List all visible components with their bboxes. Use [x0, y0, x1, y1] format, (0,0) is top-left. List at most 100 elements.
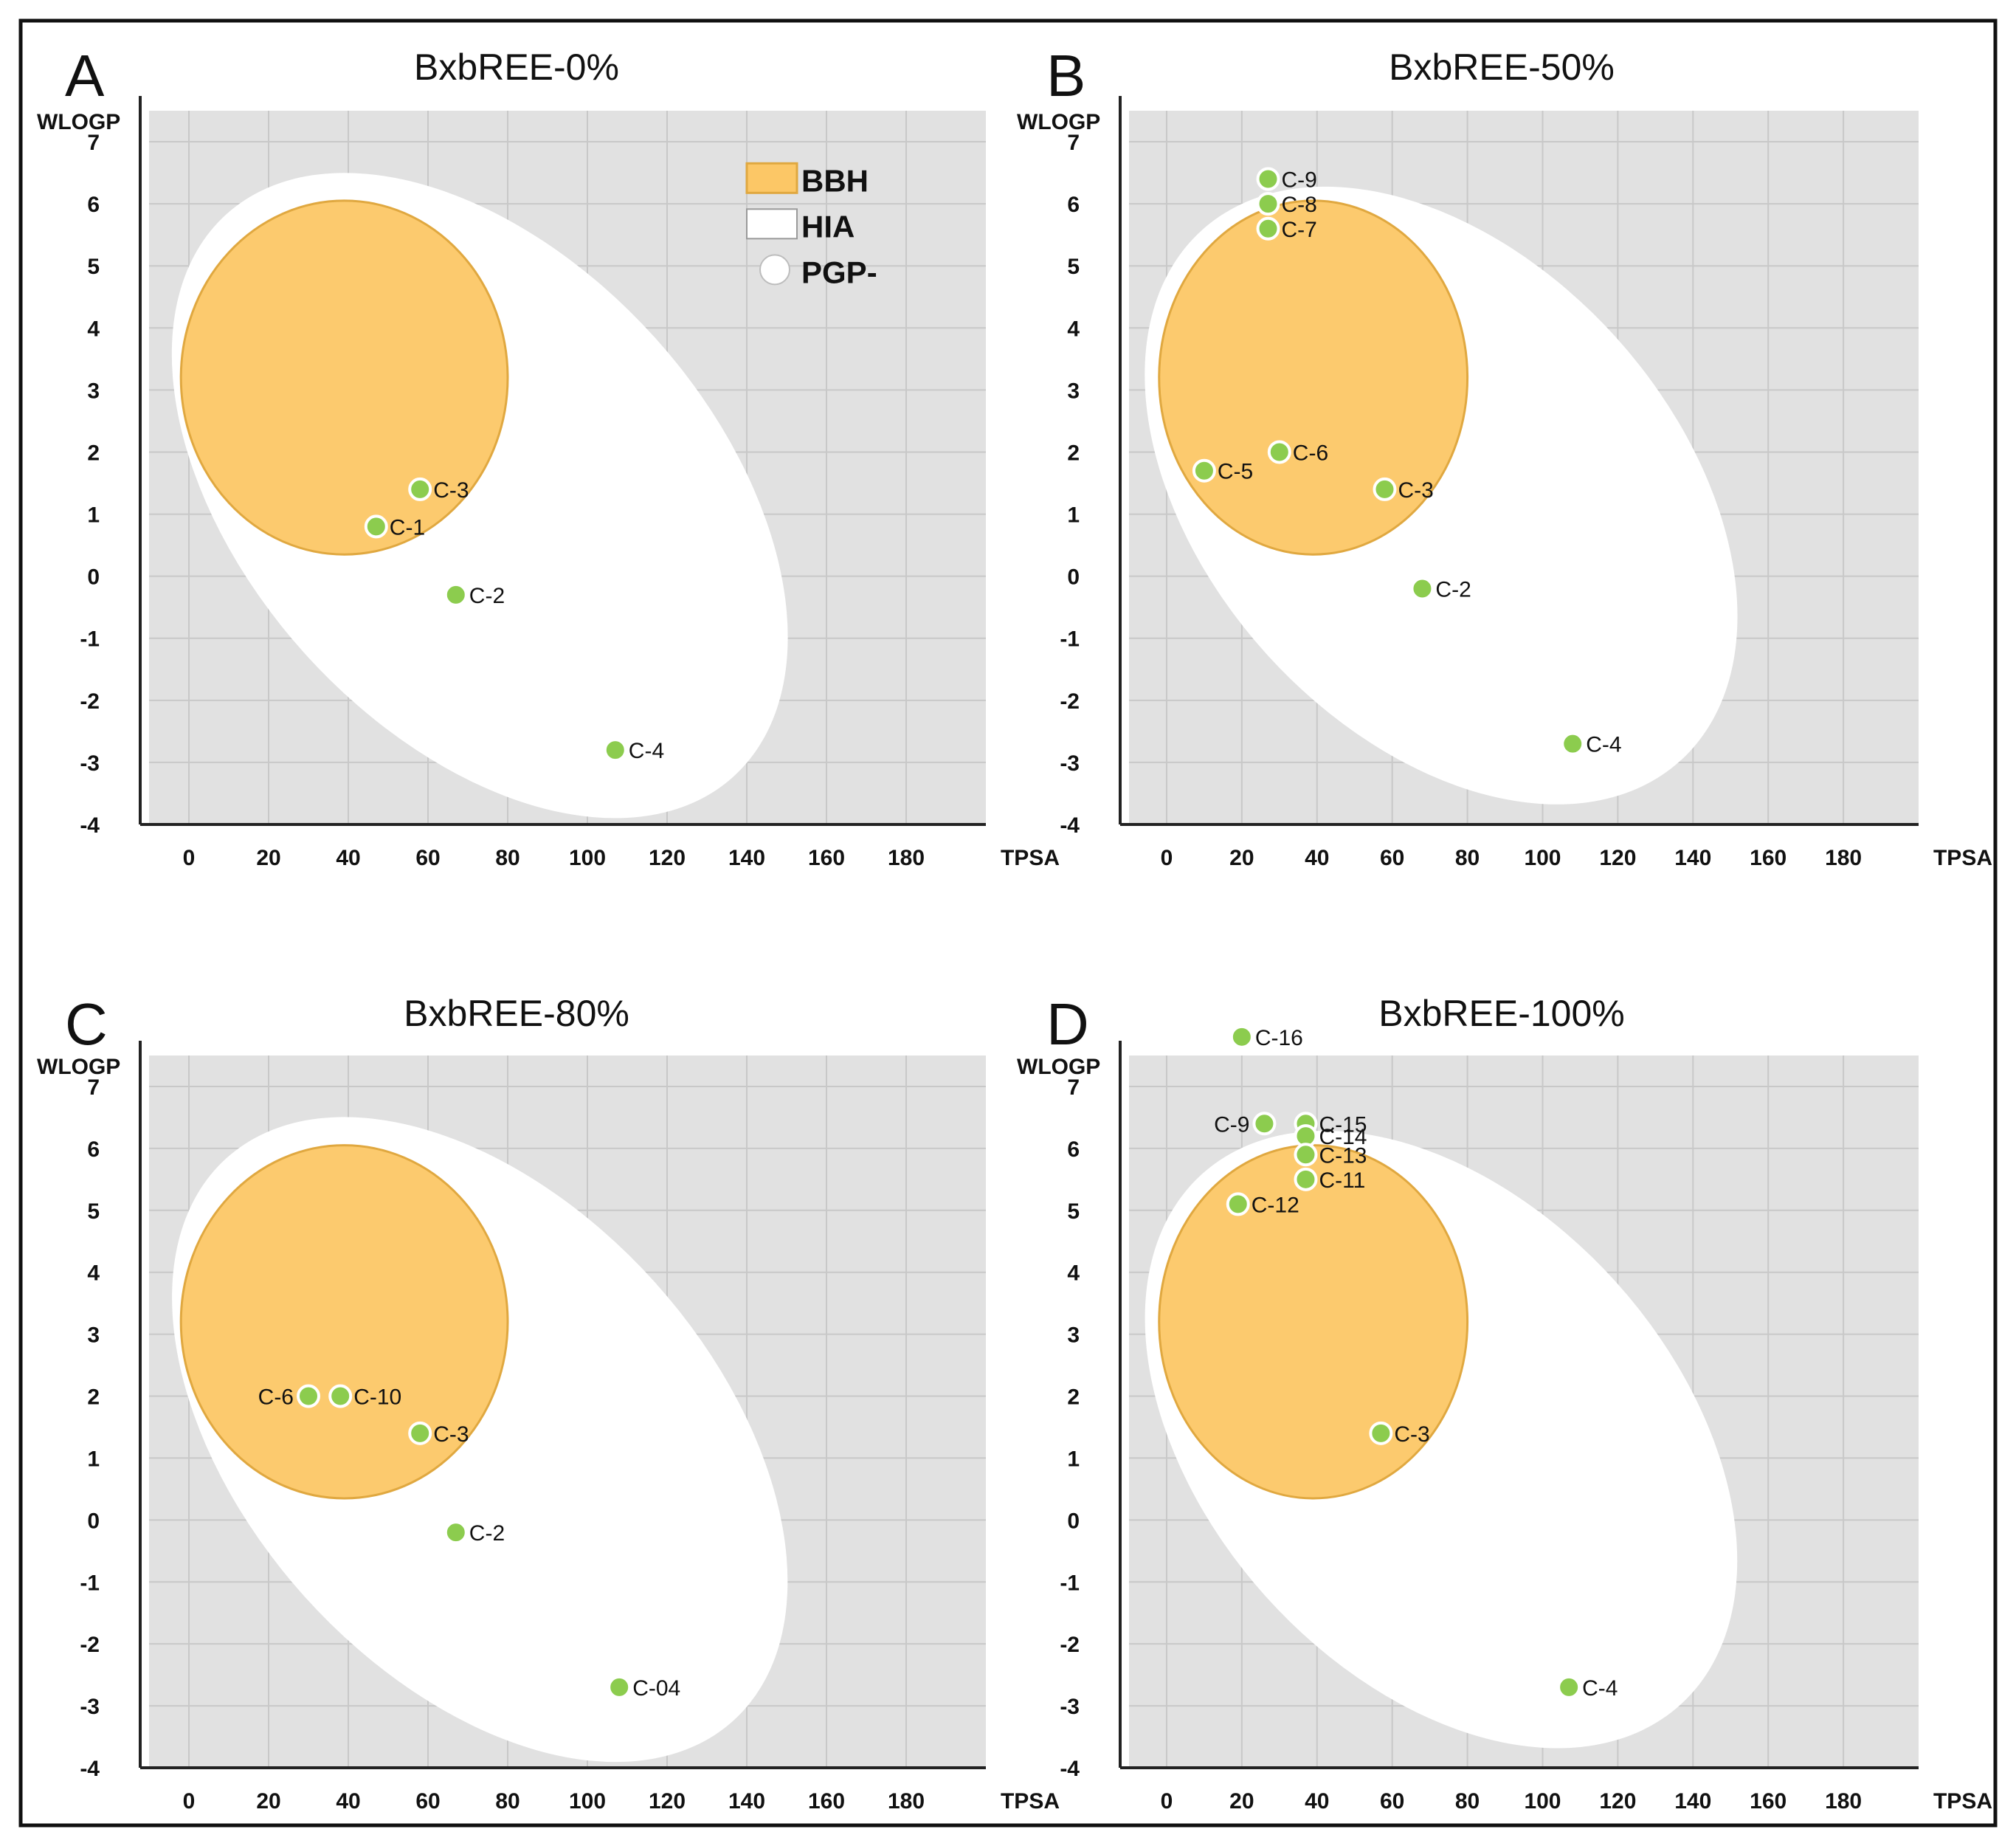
point-label: C-4 — [629, 739, 664, 763]
point-label: C-1 — [390, 515, 425, 540]
y-tick-label: -1 — [1060, 1571, 1080, 1595]
y-tick-label: 4 — [1067, 317, 1080, 341]
y-tick-label: -1 — [1060, 627, 1080, 652]
y-tick-label: -2 — [1060, 689, 1080, 714]
point-label: C-2 — [469, 584, 505, 608]
x-axis-label: TPSA — [1933, 1789, 1992, 1814]
y-tick-label: 7 — [87, 1075, 100, 1100]
point-label: C-2 — [1435, 577, 1471, 602]
y-tick-label: 0 — [87, 1509, 100, 1533]
x-tick-label: 180 — [888, 1789, 925, 1814]
white-square-icon — [746, 208, 798, 240]
data-point — [1229, 1024, 1254, 1049]
x-tick-label: 20 — [1229, 846, 1254, 870]
x-tick-label: 20 — [256, 846, 280, 870]
data-point — [1256, 167, 1280, 191]
y-tick-label: 5 — [87, 1199, 100, 1224]
x-tick-label: 80 — [495, 1789, 519, 1814]
data-point — [1369, 1421, 1393, 1445]
y-axis-label: WLOGP — [1017, 1055, 1100, 1079]
data-point — [1373, 477, 1397, 501]
y-tick-label: 4 — [87, 317, 100, 341]
legend-label: PGP- — [801, 255, 877, 289]
y-tick-label: 2 — [87, 441, 100, 465]
point-label: C-10 — [353, 1385, 401, 1410]
y-tick-label: -3 — [1060, 1695, 1080, 1719]
y-tick-label: -3 — [80, 751, 100, 776]
y-tick-label: -3 — [1060, 751, 1080, 776]
y-tick-label: -4 — [80, 1757, 100, 1781]
x-tick-label: 140 — [728, 1789, 765, 1814]
y-tick-label: 5 — [1067, 1199, 1080, 1224]
y-tick-label: 4 — [1067, 1261, 1080, 1286]
x-axis-label: TPSA — [1001, 846, 1060, 870]
y-tick-label: 6 — [87, 1137, 100, 1162]
point-label: C-11 — [1319, 1168, 1365, 1193]
x-tick-label: 160 — [1750, 846, 1787, 870]
data-point — [297, 1384, 320, 1408]
panel-title: BxbREE-80% — [404, 993, 629, 1034]
y-tick-label: 3 — [1067, 1323, 1080, 1348]
x-tick-label: 80 — [1455, 846, 1480, 870]
data-point — [1294, 1143, 1318, 1167]
y-tick-label: 3 — [1067, 379, 1080, 403]
y-tick-label: 0 — [1067, 1509, 1080, 1533]
x-tick-label: 140 — [1674, 846, 1711, 870]
panel-title: BxbREE-100% — [1378, 993, 1625, 1034]
data-point — [1256, 216, 1280, 241]
y-axis-label: WLOGP — [37, 110, 120, 134]
y-tick-label: 3 — [87, 379, 100, 403]
bbh-region — [1158, 199, 1469, 556]
panel-letter: A — [65, 43, 105, 109]
y-tick-label: -1 — [80, 627, 100, 652]
point-label: C-8 — [1282, 193, 1317, 217]
point-label: C-3 — [1394, 1422, 1429, 1447]
x-tick-label: 100 — [1524, 846, 1561, 870]
data-point — [1192, 458, 1216, 483]
x-tick-label: 0 — [183, 846, 196, 870]
x-tick-label: 60 — [1380, 1789, 1404, 1814]
y-tick-label: 4 — [87, 1261, 100, 1286]
point-label: C-16 — [1255, 1026, 1303, 1050]
y-tick-label: 0 — [1067, 565, 1080, 590]
x-tick-label: 100 — [569, 846, 606, 870]
point-label: C-6 — [1293, 441, 1328, 465]
y-tick-label: 1 — [1067, 1447, 1080, 1471]
panel-letter: B — [1046, 43, 1085, 109]
point-label: C-4 — [1582, 1676, 1618, 1701]
y-tick-label: -4 — [1060, 813, 1080, 838]
x-tick-label: 40 — [1305, 846, 1329, 870]
y-tick-label: 0 — [87, 565, 100, 590]
data-point — [328, 1384, 353, 1408]
x-axis-label: TPSA — [1001, 1789, 1060, 1814]
point-label: C-3 — [1398, 478, 1433, 503]
y-tick-label: 5 — [1067, 255, 1080, 279]
x-tick-label: 160 — [808, 1789, 845, 1814]
x-tick-label: 0 — [183, 1789, 196, 1814]
y-tick-label: 7 — [87, 131, 100, 155]
data-point — [1557, 1675, 1581, 1699]
y-tick-label: 3 — [87, 1323, 100, 1348]
point-label: C-15 — [1319, 1112, 1367, 1137]
point-label: C-9 — [1214, 1112, 1249, 1137]
y-tick-label: -2 — [80, 689, 100, 714]
legend-label: HIA — [801, 209, 855, 244]
data-point — [1226, 1192, 1250, 1216]
x-tick-label: 120 — [1599, 846, 1636, 870]
point-label: C-7 — [1282, 218, 1317, 242]
x-tick-label: 120 — [1599, 1789, 1636, 1814]
x-tick-label: 20 — [256, 1789, 280, 1814]
x-tick-label: 160 — [808, 846, 845, 870]
y-tick-label: -1 — [80, 1571, 100, 1595]
point-label: C-9 — [1282, 168, 1317, 192]
point-label: C-13 — [1319, 1143, 1367, 1168]
data-point — [1267, 440, 1291, 464]
x-tick-label: 60 — [415, 846, 440, 870]
point-label: C-4 — [1586, 733, 1621, 757]
x-tick-label: 60 — [415, 1789, 440, 1814]
y-tick-label: -4 — [80, 813, 100, 838]
y-tick-label: 2 — [1067, 1385, 1080, 1410]
y-tick-label: 1 — [87, 503, 100, 528]
x-tick-label: 40 — [1305, 1789, 1329, 1814]
panel-c: C BxbREE-80%0 20 40 60 80 100 120 140 160 18076543… — [37, 991, 1060, 1814]
